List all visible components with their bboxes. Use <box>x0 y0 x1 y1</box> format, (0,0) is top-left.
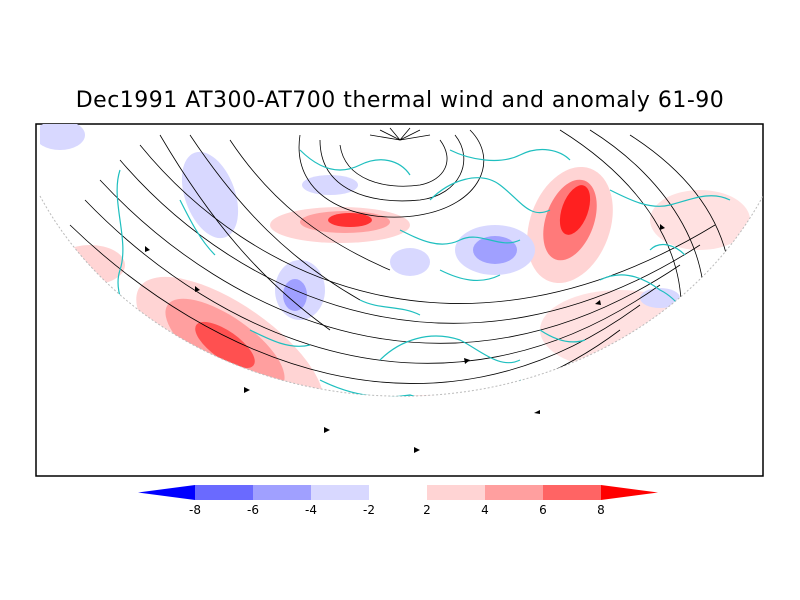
colorbar-label: -6 <box>247 503 259 517</box>
colorbar-segment <box>601 485 658 500</box>
colorbar-label: -8 <box>189 503 201 517</box>
colorbar: -8 -6 -4 -2 2 4 6 8 <box>138 485 658 517</box>
colorbar-label: 8 <box>597 503 605 517</box>
colorbar-label: 4 <box>481 503 489 517</box>
colorbar-segment <box>195 485 253 500</box>
map-title: Dec1991 AT300-AT700 thermal wind and ano… <box>75 88 725 113</box>
colorbar-label: 2 <box>423 503 431 517</box>
colorbar-label: -2 <box>363 503 375 517</box>
colorbar-segment <box>369 485 427 500</box>
colorbar-segment <box>427 485 485 500</box>
colorbar-segment <box>543 485 601 500</box>
colorbar-label: -4 <box>305 503 317 517</box>
colorbar-segment <box>485 485 543 500</box>
colorbar-segment <box>138 485 195 500</box>
colorbar-label: 6 <box>539 503 547 517</box>
colorbar-segment <box>253 485 311 500</box>
colorbar-segment <box>311 485 369 500</box>
streamline-arrows <box>145 224 665 453</box>
